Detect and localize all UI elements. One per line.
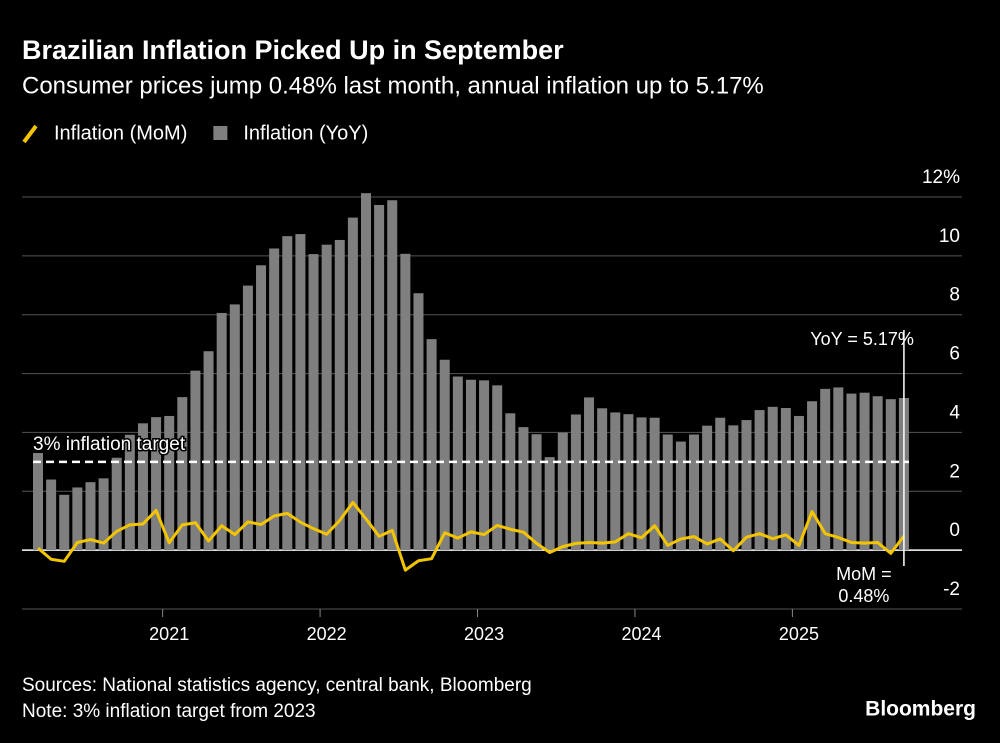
legend-label: Inflation (MoM): [54, 122, 187, 144]
bar: [177, 397, 188, 551]
bar: [767, 406, 778, 551]
bar: [295, 234, 306, 551]
bar: [282, 236, 293, 551]
bar: [98, 478, 109, 551]
bar: [636, 417, 647, 551]
bar: [72, 487, 83, 551]
bar: [570, 414, 581, 551]
bar: [137, 423, 148, 551]
annotation: MoM =: [836, 564, 892, 584]
bar: [59, 494, 70, 551]
bar: [85, 482, 96, 551]
bar: [479, 380, 490, 551]
note: Note: 3% inflation target from 2023: [22, 701, 316, 722]
bar: [203, 351, 214, 551]
bar: [308, 254, 319, 551]
bar: [33, 453, 43, 551]
bar: [544, 457, 555, 551]
bar: [505, 413, 516, 551]
bar: [780, 408, 791, 551]
bar: [124, 434, 135, 551]
bar: [269, 248, 280, 551]
bar: [400, 253, 411, 551]
bar: [190, 370, 201, 551]
y-tick-label: 10: [939, 226, 960, 247]
bar: [256, 265, 267, 551]
bar: [531, 434, 542, 551]
bar: [46, 479, 57, 551]
bar: [242, 285, 253, 551]
x-tick-label: 2024: [621, 624, 661, 644]
bar: [584, 397, 595, 551]
bar: [793, 415, 804, 551]
x-tick-label: 2022: [307, 624, 347, 644]
bar: [492, 385, 503, 551]
bar: [662, 434, 673, 551]
bar: [216, 312, 227, 551]
bar: [649, 417, 660, 551]
bar: [689, 434, 699, 551]
bar: [321, 244, 332, 551]
legend-swatch: [213, 126, 228, 140]
bar: [374, 204, 385, 551]
bar: [702, 425, 713, 551]
bar: [439, 359, 450, 551]
x-tick-label: 2025: [779, 624, 819, 644]
line: [37, 500, 906, 572]
bar: [334, 239, 345, 551]
bar: [151, 417, 162, 551]
legend-label: Inflation (YoY): [243, 122, 368, 144]
annotation: YoY = 5.17%: [810, 329, 914, 349]
chart-subtitle: Consumer prices jump 0.48% last month, a…: [22, 72, 764, 99]
brand: Bloomberg: [865, 698, 976, 721]
bar: [728, 425, 739, 551]
bar: [597, 408, 608, 551]
bar: [754, 410, 765, 551]
bar: [465, 379, 476, 551]
y-tick-label: 0: [949, 520, 960, 541]
x-tick-label: 2023: [464, 624, 504, 644]
bar: [111, 457, 122, 551]
x-tick-label: 2021: [149, 624, 189, 644]
bar: [387, 200, 398, 551]
bar: [820, 388, 831, 551]
target-label: 3% inflation target: [33, 434, 186, 455]
bar: [675, 441, 686, 551]
bar: [413, 293, 424, 551]
legend-swatch: [22, 124, 38, 144]
y-tick-label: 2: [949, 461, 960, 482]
bar: [885, 399, 896, 551]
chart-title: Brazilian Inflation Picked Up in Septemb…: [22, 35, 564, 65]
bar: [833, 387, 844, 551]
source: Sources: National statistics agency, cen…: [22, 675, 532, 696]
bar: [623, 414, 634, 551]
bar: [518, 427, 529, 551]
bar: [347, 217, 358, 551]
y-tick-label: 8: [949, 285, 960, 306]
bar: [452, 376, 463, 551]
bar: [872, 396, 883, 551]
annotation: 0.48%: [838, 586, 889, 606]
y-tick-label: 12%: [922, 167, 960, 188]
bar: [557, 432, 568, 551]
bar: [846, 393, 857, 551]
bar: [859, 392, 870, 551]
bar: [164, 415, 175, 551]
bar: [229, 304, 240, 551]
y-tick-label: -2: [943, 579, 960, 600]
bar: [426, 339, 437, 551]
bar: [715, 417, 726, 551]
bar: [807, 401, 818, 551]
y-tick-label: 6: [949, 344, 960, 365]
bar: [610, 412, 621, 551]
bar: [361, 193, 371, 551]
y-tick-label: 4: [949, 402, 960, 423]
bar: [741, 420, 752, 551]
